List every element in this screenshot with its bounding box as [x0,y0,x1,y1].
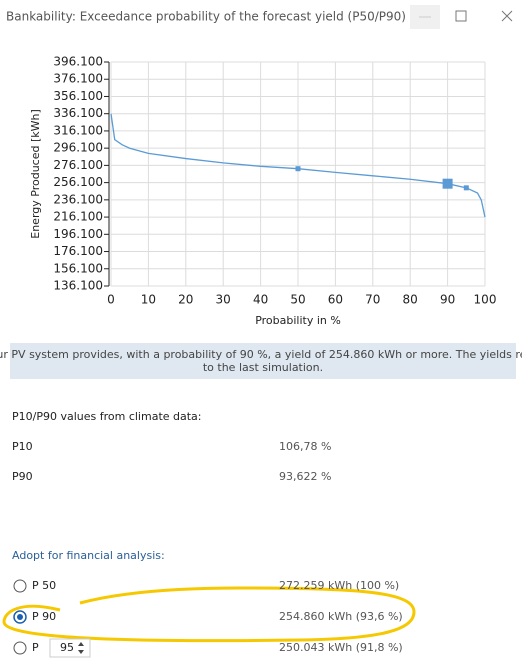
option-value: 254.860 kWh (93,6 %) [279,610,403,623]
radio-button[interactable] [13,579,27,593]
option-value: 250.043 kWh (91,8 %) [279,641,403,654]
y-tick-label: 256.100 [53,175,103,189]
data-marker [295,166,301,172]
x-axis-label: Probability in % [255,314,341,327]
y-tick-label: 176.100 [53,244,103,258]
spin-arrows[interactable] [78,642,84,654]
x-tick-label: 90 [440,293,455,307]
x-tick-label: 30 [216,293,231,307]
option-label: P 90 [32,610,56,623]
close-button[interactable] [501,10,513,22]
info-text: Your PV system provides, with a probabil… [0,348,522,374]
row-value: 93,622 % [279,470,331,483]
data-marker [442,178,453,189]
y-tick-label: 316.100 [53,123,103,137]
window-title: Bankability: Exceedance probability of t… [6,10,406,24]
y-tick-label: 136.100 [53,279,103,293]
x-tick-label: 50 [290,293,305,307]
y-tick-label: 356.100 [53,89,103,103]
radio-dot [17,614,23,620]
spin-value: 95 [60,641,74,654]
y-axis-label: Energy Produced [kWh] [29,109,42,239]
x-tick-label: 0 [107,293,115,307]
data-marker [463,185,469,191]
x-tick-label: 10 [141,293,156,307]
climate-heading: P10/P90 values from climate data: [12,410,202,423]
y-tick-label: 396.100 [53,55,103,69]
x-tick-label: 20 [178,293,193,307]
option-value: 272.259 kWh (100 %) [279,579,399,592]
row-label: P90 [12,470,33,483]
x-tick-label: 40 [253,293,268,307]
option-label: P [32,641,39,654]
y-tick-label: 376.100 [53,72,103,86]
maximize-button[interactable] [455,10,467,22]
y-tick-label: 236.100 [53,192,103,206]
y-tick-label: 156.100 [53,261,103,275]
row-label: P10 [12,440,33,453]
x-tick-label: 70 [365,293,380,307]
y-tick-label: 276.100 [53,158,103,172]
x-tick-label: 100 [474,293,497,307]
y-tick-label: 196.100 [53,227,103,241]
x-tick-label: 80 [403,293,418,307]
row-value: 106,78 % [279,440,331,453]
y-tick-label: 336.100 [53,106,103,120]
y-tick-label: 296.100 [53,141,103,155]
highlight-annotation [2,586,416,643]
option-label: P 50 [32,579,56,592]
adopt-heading: Adopt for financial analysis: [12,549,165,562]
radio-button[interactable] [13,641,27,655]
x-tick-label: 60 [328,293,343,307]
info-box [10,343,516,379]
y-tick-label: 216.100 [53,210,103,224]
